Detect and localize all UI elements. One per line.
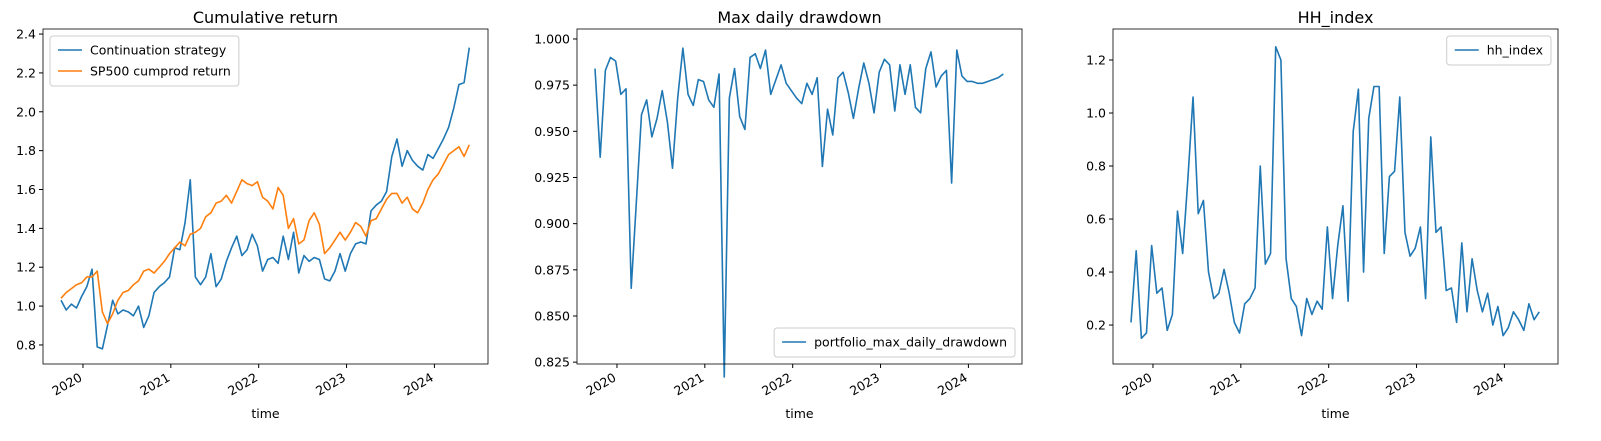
chart-title: Cumulative return (193, 8, 338, 27)
data-line (60, 144, 471, 325)
y-tick-label: 1.0 (16, 299, 36, 314)
x-tick-label: 2023 (847, 370, 882, 399)
legend-box (773, 327, 1016, 358)
x-axis-label: time (1321, 406, 1350, 421)
x-axis-label: time (785, 406, 814, 421)
legend: portfolio_max_daily_drawdown (773, 327, 1016, 358)
x-tick-label: 2023 (1383, 370, 1418, 399)
y-tick-label: 0.900 (534, 216, 570, 231)
chart-title: Max daily drawdown (717, 8, 881, 27)
x-tick-label: 2020 (1119, 370, 1154, 399)
y-tick-label: 1.0 (1086, 106, 1106, 121)
legend-box (49, 35, 240, 87)
legend: Continuation strategy SP500 cumprod retur… (49, 35, 240, 87)
x-tick-label: 2022 (225, 370, 260, 399)
legend-label: Continuation strategy (90, 43, 227, 58)
y-tick-label: 0.8 (1086, 159, 1106, 174)
y-tick-label: 1.2 (1086, 53, 1106, 68)
y-tick-label: 2.4 (16, 27, 36, 42)
y-tick-label: 1.000 (534, 31, 570, 46)
x-tick-label: 2020 (49, 370, 84, 399)
axes-frame (42, 28, 489, 365)
legend-label: SP500 cumprod return (90, 64, 231, 79)
axes-frame (1112, 28, 1559, 365)
x-tick-label: 2024 (935, 370, 970, 399)
data-line (60, 47, 471, 350)
legend-label: hh_index (1487, 43, 1543, 58)
x-tick-label: 2021 (671, 370, 706, 399)
y-tick-label: 1.8 (16, 143, 36, 158)
y-tick-label: 0.8 (16, 337, 36, 352)
y-tick-label: 0.925 (534, 170, 570, 185)
x-tick-label: 2023 (313, 370, 348, 399)
chart-title: HH_index (1298, 8, 1374, 28)
axes-frame (576, 28, 1023, 365)
y-tick-label: 0.850 (534, 308, 570, 323)
y-tick-label: 0.825 (534, 355, 570, 370)
y-tick-label: 0.950 (534, 124, 570, 139)
x-axis-label: time (251, 406, 280, 421)
data-line (1130, 45, 1540, 340)
y-tick-label: 2.2 (16, 65, 36, 80)
x-tick-label: 2024 (1471, 370, 1506, 399)
legend: hh_index (1446, 35, 1552, 66)
y-tick-label: 1.6 (16, 182, 36, 197)
y-tick-label: 0.875 (534, 262, 570, 277)
y-tick-label: 0.6 (1086, 212, 1106, 227)
y-tick-label: 0.975 (534, 78, 570, 93)
x-tick-label: 2021 (1207, 370, 1242, 399)
y-tick-label: 2.0 (16, 104, 36, 119)
data-line (594, 47, 1004, 378)
y-tick-label: 1.2 (16, 260, 36, 275)
y-tick-label: 0.4 (1086, 265, 1106, 280)
x-tick-label: 2022 (1295, 370, 1330, 399)
y-tick-label: 0.2 (1086, 318, 1106, 333)
x-tick-label: 2021 (137, 370, 172, 399)
legend-label: portfolio_max_daily_drawdown (814, 335, 1007, 350)
x-tick-label: 2024 (401, 370, 436, 399)
x-tick-label: 2020 (583, 370, 618, 399)
x-tick-label: 2022 (759, 370, 794, 399)
y-tick-label: 1.4 (16, 221, 36, 236)
legend-box (1446, 35, 1552, 66)
